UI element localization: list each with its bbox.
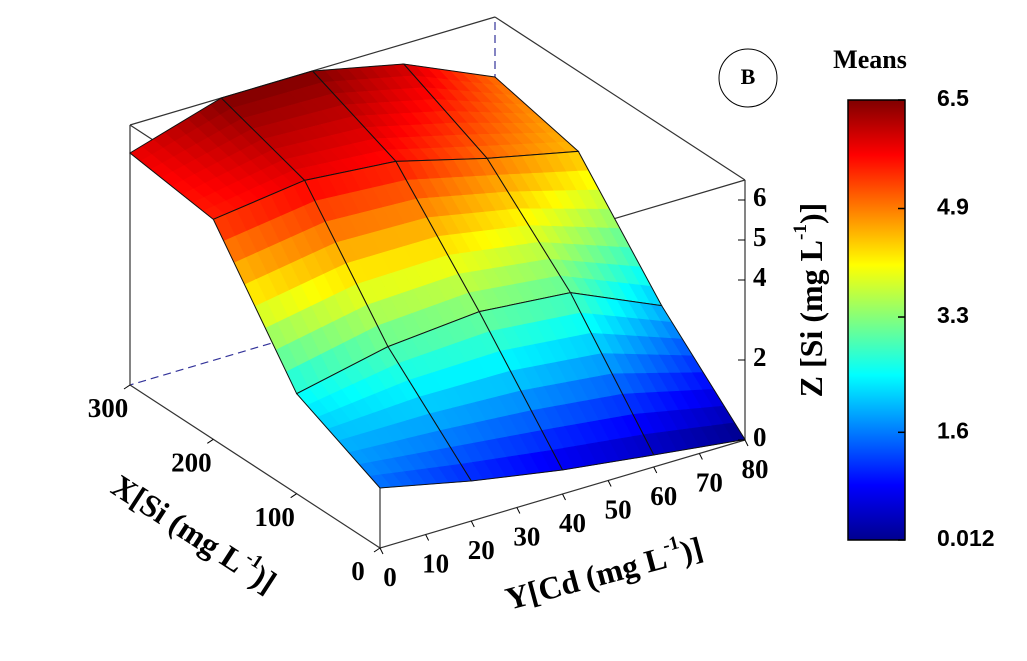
colorbar-tick-label: 1.6 xyxy=(937,417,969,443)
y-tick-label: 40 xyxy=(559,508,586,538)
surface-patch xyxy=(569,292,746,456)
y-tick xyxy=(425,534,430,541)
x-tick-label: 100 xyxy=(254,502,295,532)
y-tick-label: 70 xyxy=(696,468,723,498)
panel-label: B xyxy=(741,64,756,89)
z-tick-label: 2 xyxy=(753,342,767,372)
box-edge xyxy=(129,276,496,386)
x-tick xyxy=(373,547,381,553)
surface-patch xyxy=(478,292,655,471)
x-tick xyxy=(207,438,214,444)
y-tick xyxy=(470,520,475,528)
surface-patch xyxy=(295,346,473,489)
y-axis-title-sup: -1 xyxy=(661,533,682,557)
x-tick xyxy=(123,384,131,390)
x-tick-label: 300 xyxy=(88,393,129,423)
box-edge xyxy=(129,384,381,549)
z-tick-label: 5 xyxy=(753,222,767,252)
z-tick-label: 0 xyxy=(753,422,767,452)
y-tick-label: 80 xyxy=(742,454,769,484)
y-tick-label: 50 xyxy=(605,495,632,525)
z-axis-title-end: )] xyxy=(793,203,829,224)
x-axis-title-text: X[Si (mg L xyxy=(105,468,251,580)
surface-patch xyxy=(303,160,480,348)
y-tick xyxy=(607,480,612,487)
y-tick-label: 30 xyxy=(513,522,540,552)
y-tick xyxy=(653,466,658,474)
panel-circle xyxy=(718,48,778,108)
z-tick-label: 6 xyxy=(753,182,767,212)
mesh-line xyxy=(295,346,473,489)
y-axis-title-end: )] xyxy=(677,530,707,570)
surface-patch xyxy=(402,63,580,159)
y-tick xyxy=(516,507,521,514)
colorbar-tick-label: 3.3 xyxy=(937,302,969,328)
y-tick xyxy=(744,439,749,447)
x-tick xyxy=(290,493,297,499)
y-tick-label: 10 xyxy=(422,549,449,579)
y-tick xyxy=(562,493,566,501)
y-tick-label: 60 xyxy=(650,481,677,511)
x-axis-title: X[Si (mg L-1)] xyxy=(105,465,284,600)
z-axis-title-text: Z [Si (mg L xyxy=(793,240,829,397)
z-axis-title: Z [Si (mg L-1)] xyxy=(791,203,830,398)
x-tick-label: 200 xyxy=(171,448,212,478)
y-tick-label: 0 xyxy=(383,562,397,592)
colorbar xyxy=(847,99,906,541)
surface-patch xyxy=(212,179,389,395)
surface-patch xyxy=(394,157,572,313)
colorbar-tick-label: 0.012 xyxy=(937,525,995,551)
y-tick-label: 20 xyxy=(468,535,495,565)
x-tick-label: 0 xyxy=(351,556,365,586)
z-axis-title-sup: -1 xyxy=(791,224,812,240)
box-edge xyxy=(494,16,746,181)
surface-patch xyxy=(220,70,397,181)
surface-patch xyxy=(387,311,564,482)
y-tick xyxy=(698,453,703,460)
colorbar-title: Means xyxy=(833,45,907,74)
surface-patch xyxy=(486,150,663,307)
colorbar-tick-label: 6.5 xyxy=(937,85,969,111)
surface-patch xyxy=(129,97,306,220)
y-tick xyxy=(379,547,384,555)
z-tick-label: 4 xyxy=(753,262,767,292)
surface-patch xyxy=(311,63,489,162)
colorbar-tick-label: 4.9 xyxy=(937,194,969,220)
